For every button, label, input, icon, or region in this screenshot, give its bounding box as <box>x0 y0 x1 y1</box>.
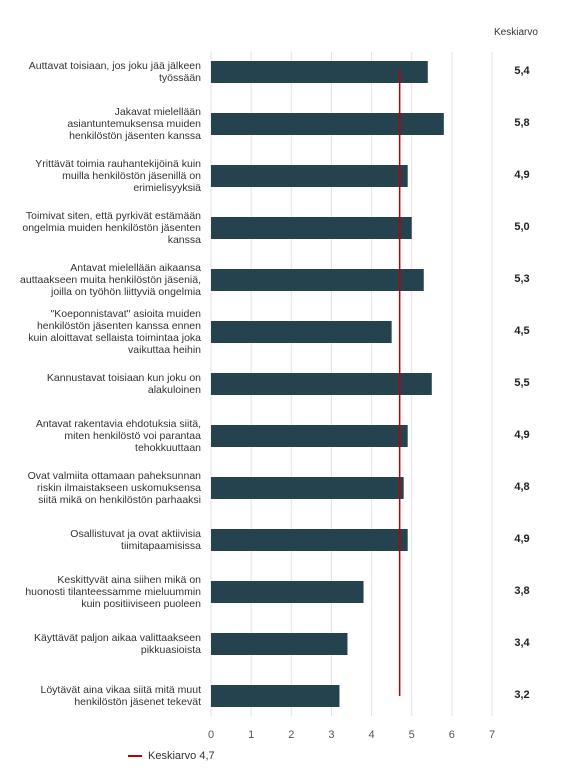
average-value: 5,0 <box>514 221 530 233</box>
category-label: Ovat valmiita ottamaan paheksunnan riski… <box>27 470 201 506</box>
average-value: 4,5 <box>514 325 530 337</box>
category-label: Yrittävät toimia rauhantekijöinä kuin mu… <box>35 158 201 194</box>
category-label: Osallistuvat ja ovat aktiivisia tiimitap… <box>70 528 201 552</box>
bar <box>211 165 408 187</box>
bar <box>211 61 428 83</box>
bar <box>211 113 444 135</box>
x-tick-label: 4 <box>369 729 375 741</box>
x-tick-label: 7 <box>489 729 495 741</box>
bar <box>211 477 404 499</box>
bar <box>211 269 424 291</box>
category-label: "Koeponnistavat" asioita muiden henkilös… <box>28 308 201 356</box>
average-value: 4,9 <box>514 429 530 441</box>
average-value: 5,8 <box>514 117 530 129</box>
category-label: Toimivat siten, että pyrkivät estämään o… <box>22 210 201 246</box>
bar <box>211 321 392 343</box>
average-value: 4,8 <box>514 481 530 493</box>
average-value: 5,3 <box>514 273 530 285</box>
category-label: Jakavat mielellään asiantuntemuksensa mu… <box>67 106 201 142</box>
average-value: 5,5 <box>514 377 530 389</box>
category-label: Keskittyvät aina siihen mikä on huonosti… <box>25 574 201 610</box>
average-value: 3,2 <box>514 689 530 701</box>
average-value: 3,4 <box>514 637 530 649</box>
mean-line-swatch <box>128 755 142 757</box>
legend: Keskiarvo 4,7 <box>128 750 215 762</box>
category-label: Kannustavat toisiaan kun joku on alakulo… <box>46 372 201 396</box>
bar <box>211 685 340 707</box>
bar <box>211 425 408 447</box>
average-value: 4,9 <box>514 533 530 545</box>
x-tick-label: 3 <box>328 729 334 741</box>
bar <box>211 217 412 239</box>
average-value: 5,4 <box>514 65 530 77</box>
category-label: Antavat rakentavia ehdotuksia siitä, mit… <box>35 418 201 454</box>
category-label: Auttavat toisiaan, jos joku jää jälkeen … <box>28 60 201 84</box>
bar <box>211 529 408 551</box>
average-value: 4,9 <box>514 169 530 181</box>
x-tick-label: 1 <box>248 729 254 741</box>
x-tick-label: 6 <box>449 729 455 741</box>
bar <box>211 581 364 603</box>
category-label: Käyttävät paljon aikaa valittaakseen pik… <box>34 632 201 656</box>
bar <box>211 373 432 395</box>
average-column-header: Keskiarvo <box>494 27 538 38</box>
bar <box>211 633 348 655</box>
x-tick-label: 0 <box>208 729 214 741</box>
average-value: 3,8 <box>514 585 530 597</box>
category-label: Löytävät aina vikaa siitä mitä muut henk… <box>40 684 202 708</box>
x-tick-label: 2 <box>288 729 294 741</box>
x-tick-label: 5 <box>409 729 415 741</box>
category-label: Antavat mielellään aikaansa auttaakseen … <box>20 262 201 298</box>
legend-label: Keskiarvo 4,7 <box>148 750 215 762</box>
